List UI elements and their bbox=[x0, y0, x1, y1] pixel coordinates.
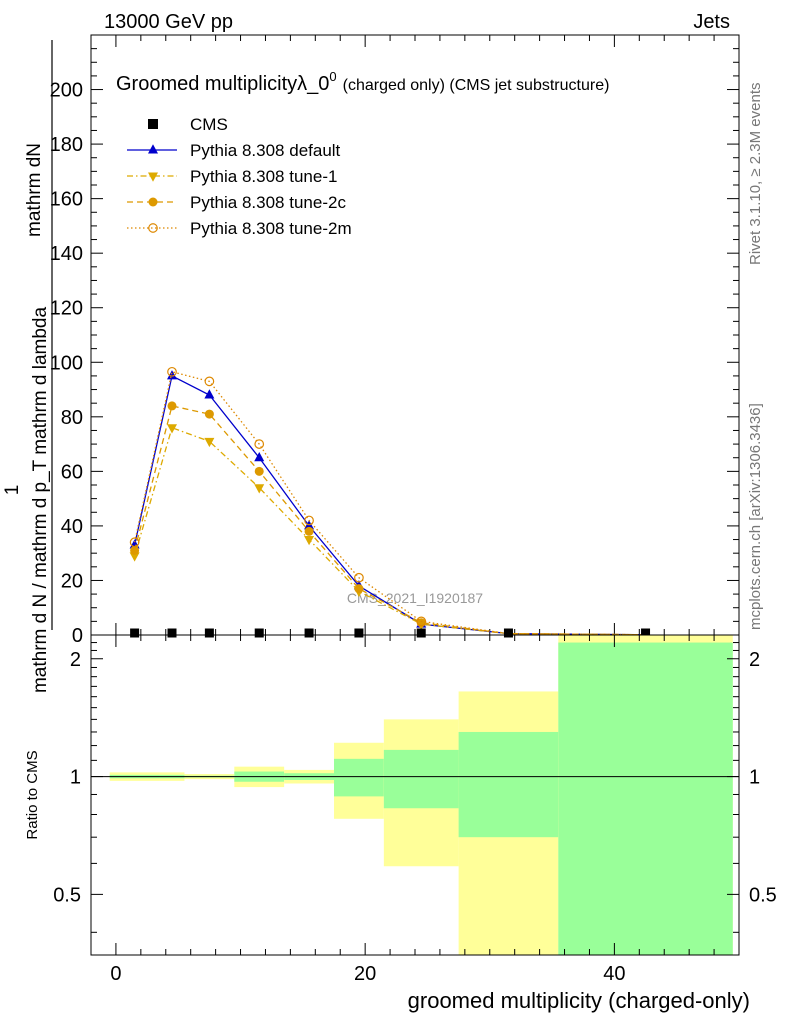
ylabel-front: 1 bbox=[2, 485, 23, 496]
ratio-y-tick-label: 2 bbox=[70, 649, 81, 671]
title-main: Groomed multiplicityλ_0 bbox=[116, 73, 329, 95]
series-point bbox=[167, 424, 177, 434]
series-point bbox=[304, 526, 314, 536]
series-layer bbox=[129, 366, 651, 638]
legend-label: Pythia 8.308 tune-1 bbox=[190, 167, 337, 186]
legend-entry: Pythia 8.308 default bbox=[127, 141, 341, 160]
rivet-label: Rivet 3.1.10, ≥ 2.3M events bbox=[747, 83, 764, 266]
legend-marker bbox=[148, 119, 158, 129]
legend-marker bbox=[148, 223, 158, 233]
data-point bbox=[416, 628, 426, 638]
ratio-axis-ticks bbox=[91, 635, 740, 955]
x-axis-label: groomed multiplicity (charged-only) bbox=[408, 988, 750, 1013]
x-tick-label: 40 bbox=[603, 963, 625, 985]
ratio-y-tick-label-right: 2 bbox=[749, 649, 760, 671]
legend-entry: CMS bbox=[148, 115, 228, 134]
data-point bbox=[130, 628, 140, 638]
series-point bbox=[204, 437, 215, 448]
ratio-bands bbox=[109, 635, 733, 955]
ratio-band-inner bbox=[458, 731, 559, 838]
data-point bbox=[204, 628, 214, 638]
ratio-y-tick-label-right: 1 bbox=[749, 767, 760, 789]
series-point bbox=[254, 451, 265, 462]
main-y-tick-label: 140 bbox=[50, 243, 83, 265]
series-point bbox=[204, 409, 214, 419]
legend-entry: Pythia 8.308 tune-2m bbox=[127, 219, 352, 238]
series-line bbox=[133, 371, 646, 636]
ylabel-numerator: mathrm dN bbox=[24, 143, 45, 237]
ratio-plot: 0.5 0.5 1 1 2 2 Ratio to CMS 0 20 40 groomed mu… bbox=[24, 634, 777, 1013]
process-label: Jets bbox=[693, 11, 730, 33]
title-sup: 0 bbox=[329, 69, 336, 84]
series-point bbox=[354, 572, 364, 583]
mcplots-label: mcplots.cern.ch [arXiv:1306.3436] bbox=[747, 403, 764, 630]
data-series-cms bbox=[130, 628, 651, 638]
data-point bbox=[254, 628, 264, 638]
series-point bbox=[304, 515, 314, 526]
series-point bbox=[167, 366, 177, 377]
main-y-tick-label: 60 bbox=[61, 461, 83, 483]
main-y-tick-label: 40 bbox=[61, 516, 83, 538]
series-point bbox=[254, 466, 264, 476]
energy-label: 13000 GeV pp bbox=[104, 11, 233, 33]
main-y-tick-label: 100 bbox=[50, 352, 83, 374]
series-point bbox=[204, 389, 215, 399]
legend: CMS Pythia 8.308 default Pythia 8.308 tune… bbox=[127, 115, 352, 238]
main-y-tick-label: 160 bbox=[50, 189, 83, 211]
legend-entry: Pythia 8.308 tune-1 bbox=[127, 167, 337, 186]
legend-label: Pythia 8.308 tune-2m bbox=[190, 219, 352, 238]
legend-marker bbox=[148, 197, 158, 207]
legend-marker bbox=[148, 172, 158, 182]
series-point bbox=[304, 536, 315, 546]
main-y-tick-label: 0 bbox=[72, 625, 83, 647]
analysis-watermark: CMS_2021_I1920187 bbox=[347, 590, 483, 606]
series-point bbox=[254, 439, 265, 449]
main-y-tick-labels: 0 20 40 60 80 100 120 140 160 180 200 bbox=[50, 80, 83, 647]
main-y-label: mathrm dN 1 mathrm d N / mathrm d p_T ma… bbox=[2, 40, 53, 694]
series-point bbox=[416, 616, 427, 627]
ylabel-denominator: mathrm d N / mathrm d p_T mathrm d lambd… bbox=[30, 307, 51, 694]
data-point bbox=[167, 628, 177, 638]
main-y-tick-label: 180 bbox=[50, 134, 83, 156]
ratio-y-tick-label: 0.5 bbox=[53, 884, 81, 906]
ratio-y-tick-label: 1 bbox=[70, 767, 81, 789]
x-tick-label: 0 bbox=[110, 963, 121, 985]
series-point bbox=[129, 537, 140, 548]
legend-label: Pythia 8.308 default bbox=[190, 141, 341, 160]
data-point bbox=[304, 628, 314, 638]
series-point bbox=[130, 545, 140, 555]
series-point bbox=[204, 376, 215, 387]
series-point bbox=[254, 484, 265, 494]
main-frame bbox=[90, 34, 740, 636]
x-tick-label: 20 bbox=[354, 963, 376, 985]
main-y-tick-label: 120 bbox=[50, 298, 83, 320]
ratio-band-inner bbox=[558, 642, 733, 955]
main-axis-ticks bbox=[91, 34, 740, 636]
legend-label: Pythia 8.308 tune-2c bbox=[190, 193, 346, 212]
series-4 bbox=[129, 366, 646, 636]
series-point bbox=[167, 370, 177, 380]
data-point bbox=[503, 628, 513, 638]
ratio-y-tick-label-right: 0.5 bbox=[749, 884, 777, 906]
legend-entry: Pythia 8.308 tune-2c bbox=[127, 193, 346, 212]
main-y-tick-label: 20 bbox=[61, 570, 83, 592]
main-y-tick-label: 80 bbox=[61, 407, 83, 429]
data-point bbox=[354, 628, 364, 638]
ratio-band-inner bbox=[383, 749, 459, 809]
ratio-y-label: Ratio to CMS bbox=[24, 750, 41, 839]
x-tick-labels: 0 20 40 bbox=[110, 963, 625, 985]
ratio-band-inner bbox=[334, 758, 384, 797]
title-rest: (charged only) (CMS jet substructure) bbox=[343, 77, 610, 94]
data-point bbox=[641, 628, 651, 638]
legend-marker bbox=[148, 144, 158, 154]
series-point bbox=[354, 584, 364, 594]
series-point bbox=[167, 401, 177, 411]
series-point bbox=[129, 552, 140, 562]
ratio-tick-labels: 0.5 0.5 1 1 2 2 bbox=[53, 649, 777, 907]
legend-label: CMS bbox=[190, 115, 228, 134]
plot-title: Groomed multiplicityλ_00 (charged only) (… bbox=[116, 69, 609, 95]
main-y-tick-label: 200 bbox=[50, 80, 83, 102]
